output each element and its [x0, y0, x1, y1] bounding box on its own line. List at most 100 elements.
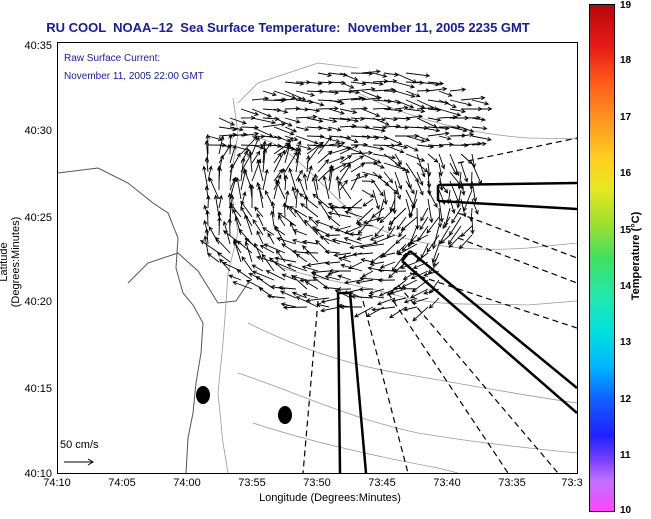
current-vector [232, 281, 253, 290]
current-vector [248, 150, 253, 173]
current-vector [251, 158, 262, 182]
current-vector [262, 147, 268, 173]
current-vector [270, 210, 275, 227]
current-vector [295, 126, 310, 132]
current-vector [295, 253, 308, 263]
current-vector [236, 269, 253, 281]
current-vector [371, 207, 385, 219]
current-vector [311, 226, 330, 236]
current-vector [471, 135, 492, 142]
current-vector [469, 207, 474, 223]
current-vector [228, 133, 233, 155]
colorbar-tick: 12 [620, 394, 632, 405]
current-vector [229, 163, 234, 182]
current-vector [206, 194, 211, 209]
current-vector [412, 261, 429, 270]
current-vector [420, 207, 429, 222]
current-vector [273, 117, 293, 127]
current-vector [295, 169, 303, 182]
current-vector [240, 200, 253, 218]
current-vector [292, 228, 308, 236]
current-vector [349, 232, 363, 237]
current-vector [372, 125, 387, 130]
current-vector [423, 288, 440, 295]
current-vector [320, 297, 341, 304]
current-vector [270, 284, 286, 290]
current-vector [419, 216, 429, 231]
station-marker[interactable] [196, 386, 210, 404]
current-vector [295, 146, 302, 164]
current-vector [372, 162, 385, 169]
current-vector [350, 116, 365, 122]
current-vector [438, 108, 462, 117]
current-vector [284, 106, 301, 111]
current-vector [339, 154, 353, 164]
current-vector [361, 270, 374, 278]
current-vector [262, 122, 286, 128]
current-vector [401, 234, 418, 252]
current-vector [427, 131, 450, 137]
current-vector [403, 306, 418, 312]
current-vector [254, 242, 264, 263]
current-vector [370, 252, 385, 264]
station-marker[interactable] [278, 406, 292, 424]
current-vector [392, 286, 418, 291]
current-vector [324, 233, 341, 238]
colorbar-tick: 11 [620, 450, 631, 461]
current-vector [283, 174, 289, 191]
current-vector [334, 225, 352, 232]
current-vector [449, 99, 473, 107]
current-vector [306, 143, 321, 164]
current-vector [416, 135, 431, 142]
current-vector [383, 162, 408, 172]
current-vector [350, 172, 360, 191]
current-vector [361, 189, 375, 198]
current-vector [389, 288, 407, 295]
current-vector [235, 176, 242, 200]
current-vector [339, 304, 362, 310]
current-vector [286, 205, 297, 218]
current-vector [350, 155, 365, 164]
surface-current-vectors [199, 69, 493, 322]
current-vector [427, 153, 439, 163]
current-vector [340, 205, 363, 210]
current-vector [427, 261, 440, 275]
current-vector [277, 212, 297, 227]
current-vector [460, 225, 473, 238]
current-vector [471, 106, 493, 112]
current-vector [394, 125, 410, 130]
current-vector [339, 81, 355, 89]
current-vector [372, 234, 396, 245]
current-vector [262, 90, 277, 97]
current-vector [359, 243, 385, 249]
current-vector [371, 306, 396, 312]
current-vector [339, 144, 359, 155]
current-vector [426, 234, 440, 253]
current-vector [251, 270, 275, 281]
current-vector [396, 243, 407, 255]
current-vector [383, 144, 405, 154]
current-vector [324, 260, 341, 266]
current-vector [297, 177, 308, 200]
current-vector [449, 216, 462, 236]
current-vector [426, 171, 432, 189]
current-vector [327, 215, 341, 227]
current-vector [449, 126, 468, 133]
current-vector [339, 72, 359, 81]
current-vector [353, 306, 374, 318]
current-vector [372, 117, 390, 126]
current-vector [324, 249, 341, 255]
current-vector [402, 270, 418, 281]
map-plot-area[interactable]: Raw Surface Current: November 11, 2005 2… [57, 42, 578, 474]
current-vector [405, 72, 431, 78]
current-vector [305, 297, 330, 303]
current-vector [318, 200, 330, 218]
current-vector [295, 90, 316, 97]
current-vector [449, 108, 467, 114]
current-vector [388, 216, 396, 232]
current-vector [254, 206, 264, 218]
current-vector [416, 180, 424, 196]
current-vector [391, 297, 407, 303]
current-vector [458, 234, 473, 250]
current-vector [284, 96, 303, 101]
